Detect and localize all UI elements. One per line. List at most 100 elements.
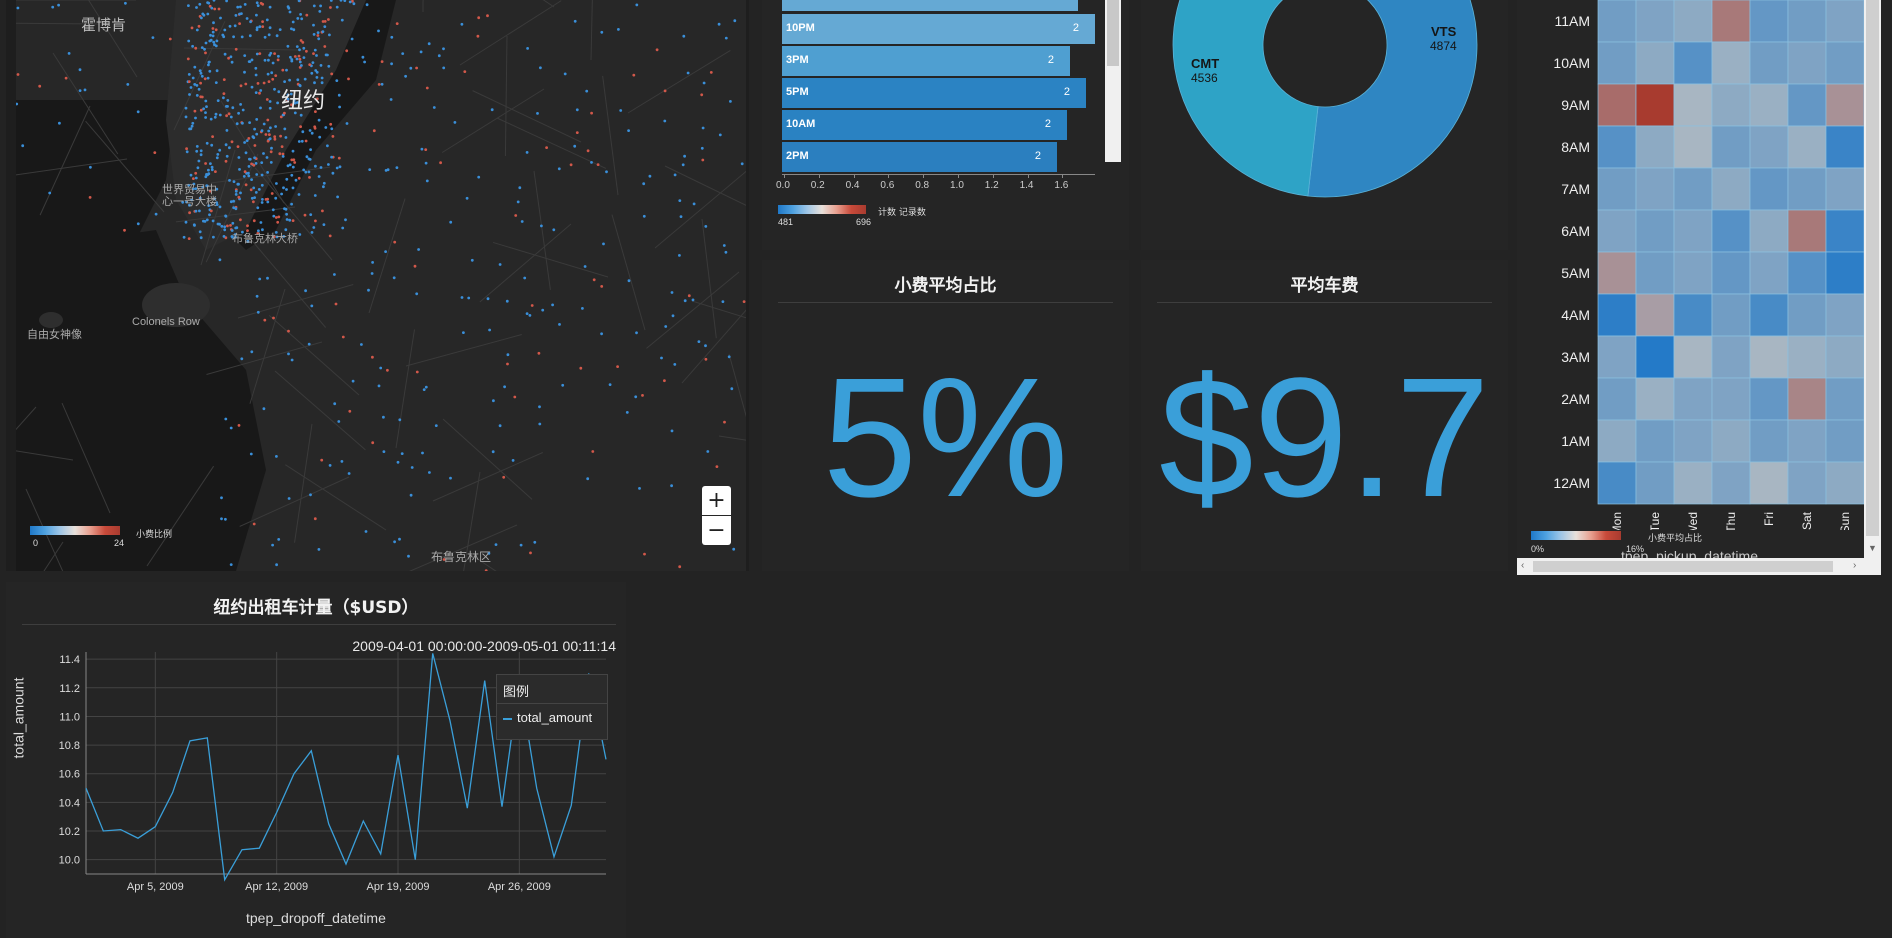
heatmap-cell[interactable] xyxy=(1711,293,1751,337)
heatmap-cell[interactable] xyxy=(1635,251,1675,295)
heatmap-cell[interactable] xyxy=(1749,41,1789,85)
heatmap-h-scrollbar[interactable]: ‹ › xyxy=(1517,558,1881,575)
donut-slice-vts[interactable] xyxy=(1307,0,1478,198)
heatmap-cell[interactable] xyxy=(1749,461,1789,505)
heatmap-cell[interactable] xyxy=(1635,419,1675,463)
hour-bar-row[interactable]: 2PM 2 xyxy=(782,142,1057,172)
heatmap-cell[interactable] xyxy=(1597,167,1637,211)
heatmap-cell[interactable] xyxy=(1635,167,1675,211)
heatmap-cell[interactable] xyxy=(1711,419,1751,463)
heatmap-cell[interactable] xyxy=(1825,0,1865,43)
hour-bar-row[interactable]: 5PM 2 xyxy=(782,78,1086,108)
hour-bar-row[interactable]: 3PM 2 xyxy=(782,46,1070,76)
zoom-in-button[interactable]: + xyxy=(702,486,731,515)
heatmap-cell[interactable] xyxy=(1635,293,1675,337)
hour-bar-row[interactable]: 10AM 2 xyxy=(782,110,1067,140)
heatmap-cell[interactable] xyxy=(1787,209,1827,253)
heatmap-cell[interactable] xyxy=(1635,377,1675,421)
heatmap-cell[interactable] xyxy=(1787,41,1827,85)
heatmap-cell[interactable] xyxy=(1597,419,1637,463)
heatmap-cell[interactable] xyxy=(1825,83,1865,127)
heatmap-cell[interactable] xyxy=(1711,167,1751,211)
heatmap-cell[interactable] xyxy=(1787,125,1827,169)
heatmap-cell[interactable] xyxy=(1711,41,1751,85)
heatmap-cell[interactable] xyxy=(1711,377,1751,421)
heatmap-cell[interactable] xyxy=(1673,0,1713,43)
zoom-out-button[interactable]: − xyxy=(702,516,731,545)
heatmap-cell[interactable] xyxy=(1787,419,1827,463)
heatmap-v-scrollbar[interactable]: ▼ xyxy=(1864,0,1881,558)
hour-bar-scrollbar[interactable] xyxy=(1105,0,1121,162)
heatmap-cell[interactable] xyxy=(1825,293,1865,337)
heatmap-cell[interactable] xyxy=(1635,125,1675,169)
heatmap-cell[interactable] xyxy=(1749,83,1789,127)
heatmap-cell[interactable] xyxy=(1749,251,1789,295)
heatmap-v-scroll-thumb[interactable] xyxy=(1866,0,1879,536)
heatmap-cell[interactable] xyxy=(1673,377,1713,421)
heatmap-cell[interactable] xyxy=(1787,167,1827,211)
heatmap-cell[interactable] xyxy=(1749,293,1789,337)
heatmap-cell[interactable] xyxy=(1635,0,1675,43)
heatmap-cell[interactable] xyxy=(1825,167,1865,211)
heatmap-cell[interactable] xyxy=(1711,335,1751,379)
heatmap-cell[interactable] xyxy=(1749,125,1789,169)
heatmap-cell[interactable] xyxy=(1635,209,1675,253)
hour-bar-row[interactable]: 10PM 2 xyxy=(782,14,1095,44)
vendor-donut-chart[interactable] xyxy=(1141,0,1508,250)
heatmap-cell[interactable] xyxy=(1673,293,1713,337)
heatmap-cell[interactable] xyxy=(1673,83,1713,127)
heatmap-cell[interactable] xyxy=(1825,209,1865,253)
heatmap-cell[interactable] xyxy=(1787,335,1827,379)
heatmap-cell[interactable] xyxy=(1749,335,1789,379)
heatmap-cell[interactable] xyxy=(1597,209,1637,253)
heatmap-cell[interactable] xyxy=(1825,335,1865,379)
heatmap-cell[interactable] xyxy=(1711,209,1751,253)
heatmap-cell[interactable] xyxy=(1673,461,1713,505)
heatmap-cell[interactable] xyxy=(1597,461,1637,505)
heatmap-cell[interactable] xyxy=(1597,251,1637,295)
heatmap-cell[interactable] xyxy=(1711,0,1751,43)
heatmap-cell[interactable] xyxy=(1711,83,1751,127)
heatmap-cell[interactable] xyxy=(1673,41,1713,85)
heatmap-cell[interactable] xyxy=(1635,41,1675,85)
heatmap-cell[interactable] xyxy=(1787,0,1827,43)
heatmap-h-scroll-thumb[interactable] xyxy=(1533,561,1833,572)
heatmap-cell[interactable] xyxy=(1597,41,1637,85)
heatmap-cell[interactable] xyxy=(1711,125,1751,169)
heatmap-cell[interactable] xyxy=(1673,335,1713,379)
heatmap-cell[interactable] xyxy=(1825,377,1865,421)
scroll-right-arrow-icon[interactable]: › xyxy=(1853,560,1857,571)
map-canvas[interactable] xyxy=(16,0,746,571)
heatmap-cell[interactable] xyxy=(1787,293,1827,337)
heatmap-cell[interactable] xyxy=(1597,293,1637,337)
scroll-down-arrow-icon[interactable]: ▼ xyxy=(1868,543,1877,553)
heatmap-cell[interactable] xyxy=(1749,419,1789,463)
heatmap-cell[interactable] xyxy=(1749,209,1789,253)
heatmap-cell[interactable] xyxy=(1673,167,1713,211)
heatmap-cell[interactable] xyxy=(1749,377,1789,421)
heatmap-chart[interactable]: 11AM 10AM 9AM 8AM 7AM 6AM 5AM 4AM 3AM 2AM 1AM 12AM M… xyxy=(1517,0,1867,530)
scroll-left-arrow-icon[interactable]: ‹ xyxy=(1521,560,1525,571)
heatmap-cell[interactable] xyxy=(1597,0,1637,43)
heatmap-cell[interactable] xyxy=(1825,125,1865,169)
heatmap-cell[interactable] xyxy=(1597,335,1637,379)
heatmap-cell[interactable] xyxy=(1635,335,1675,379)
heatmap-cell[interactable] xyxy=(1597,377,1637,421)
heatmap-cell[interactable] xyxy=(1787,461,1827,505)
heatmap-cell[interactable] xyxy=(1673,209,1713,253)
heatmap-cell[interactable] xyxy=(1635,461,1675,505)
donut-slice-cmt[interactable] xyxy=(1172,0,1325,197)
heatmap-cell[interactable] xyxy=(1673,125,1713,169)
map-panel[interactable]: 霍博肯 纽约 世界贸易中 心一号大楼 布鲁克林大桥 自由女神像 Colonels… xyxy=(6,0,749,571)
heatmap-cell[interactable] xyxy=(1787,377,1827,421)
heatmap-cell[interactable] xyxy=(1597,125,1637,169)
legend-series-name[interactable]: total_amount xyxy=(517,710,593,725)
hour-bar-scroll-thumb[interactable] xyxy=(1107,0,1119,66)
heatmap-cell[interactable] xyxy=(1787,83,1827,127)
heatmap-cell[interactable] xyxy=(1749,0,1789,43)
heatmap-cell[interactable] xyxy=(1635,83,1675,127)
heatmap-cell[interactable] xyxy=(1673,419,1713,463)
heatmap-cell[interactable] xyxy=(1787,251,1827,295)
heatmap-cell[interactable] xyxy=(1825,41,1865,85)
heatmap-cell[interactable] xyxy=(1825,251,1865,295)
